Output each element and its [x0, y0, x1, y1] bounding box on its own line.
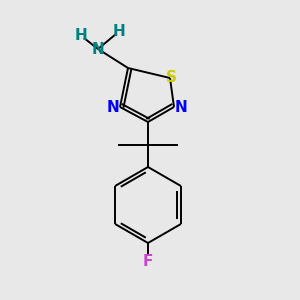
Text: N: N: [92, 41, 104, 56]
Text: S: S: [166, 70, 176, 85]
Text: N: N: [106, 100, 119, 115]
Text: H: H: [112, 23, 125, 38]
Text: N: N: [175, 100, 188, 115]
Text: F: F: [143, 254, 153, 269]
Text: H: H: [75, 28, 87, 43]
